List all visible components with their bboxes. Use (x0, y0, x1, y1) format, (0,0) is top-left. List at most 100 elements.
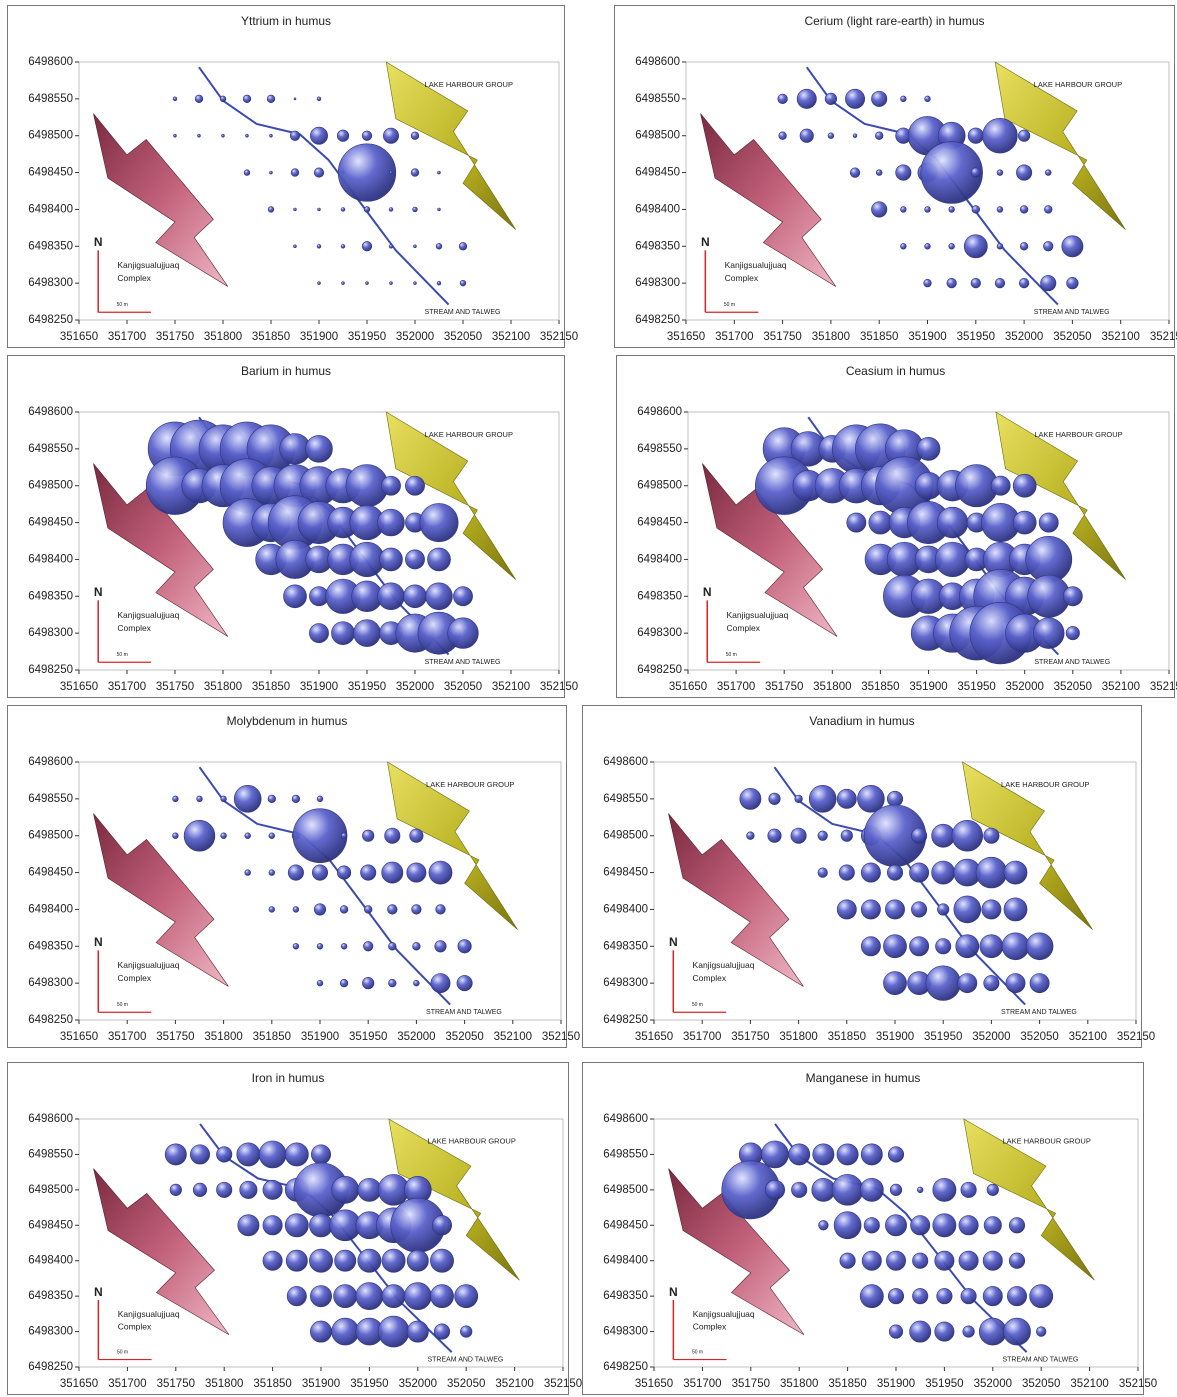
bubble (847, 513, 866, 532)
chart-panel: Ceasium in humus649825064983006498350649… (617, 356, 1177, 698)
x-tick-label: 352100 (1069, 1031, 1107, 1043)
unit-label: Kanjigsualujjuaq (725, 260, 787, 270)
bubble (976, 857, 1007, 888)
y-tick-label: 6498600 (603, 1113, 648, 1125)
y-tick-label: 6498350 (637, 590, 682, 602)
bubble (909, 937, 928, 956)
bubble (964, 235, 987, 258)
y-tick-label: 6498300 (28, 1326, 73, 1338)
x-tick-label: 352050 (1053, 331, 1091, 343)
bubble (1044, 206, 1052, 214)
bubble (430, 1249, 453, 1272)
bubble (1003, 1318, 1030, 1345)
x-tick-label: 351900 (908, 331, 946, 343)
x-tick-label: 351650 (60, 1378, 98, 1390)
bubble (438, 208, 441, 211)
north-label: N (701, 235, 710, 249)
unit-label: Complex (118, 973, 152, 983)
bubble (285, 1214, 308, 1237)
x-tick-label: 351700 (683, 1378, 721, 1390)
bubble (925, 207, 931, 213)
x-tick-label: 351900 (876, 1031, 914, 1043)
figure-sheet: Yttrium in humus649825064983006498350649… (0, 0, 1177, 1397)
x-tick-label: 352000 (397, 1031, 435, 1043)
y-tick-label: 6498600 (635, 56, 680, 68)
x-tick-label: 352150 (540, 331, 578, 343)
bubble (288, 865, 303, 880)
bubble (434, 1324, 449, 1339)
bubble (358, 1178, 381, 1201)
bubble (379, 548, 402, 571)
bubble (888, 1288, 903, 1303)
bubble (294, 208, 297, 211)
x-tick-label: 351900 (302, 1378, 340, 1390)
bubble (174, 134, 177, 137)
bubble (460, 280, 466, 286)
bubble (1067, 277, 1079, 289)
bubble (797, 89, 816, 108)
unit-label: Kanjigsualujjuaq (726, 610, 788, 620)
x-tick-label: 351850 (828, 1031, 866, 1043)
bubble (925, 243, 931, 249)
x-tick-label: 351950 (348, 331, 386, 343)
bubble (887, 865, 902, 880)
bubble (832, 1174, 863, 1205)
bubble (983, 1286, 1002, 1305)
x-tick-label: 352150 (540, 681, 578, 693)
bubble (388, 979, 396, 987)
bubble (911, 1216, 930, 1235)
bubble (871, 202, 886, 217)
y-tick-label: 6498400 (603, 1255, 648, 1267)
bubble (812, 1178, 835, 1201)
bubble (1030, 1285, 1053, 1308)
bubble (789, 1144, 810, 1165)
bubble (388, 942, 396, 950)
x-tick-label: 351850 (252, 331, 290, 343)
y-tick-label: 6498600 (28, 756, 73, 768)
north-label: N (669, 1285, 678, 1299)
bubble (404, 1283, 431, 1310)
bubble (1013, 511, 1036, 534)
bubble (317, 97, 321, 101)
bubble (412, 905, 422, 915)
bubble (240, 1181, 257, 1198)
x-tick-label: 351850 (253, 1031, 291, 1043)
bubble (340, 979, 348, 987)
unit-label: Kanjigsualujjuaq (693, 960, 755, 970)
bubble (1004, 898, 1027, 921)
x-tick-label: 351950 (957, 681, 995, 693)
bubble (387, 905, 397, 915)
bubble (1002, 933, 1029, 960)
x-tick-label: 351750 (156, 1031, 194, 1043)
stream-label: STREAM AND TALWEG (1034, 659, 1110, 666)
x-tick-label: 351750 (156, 681, 194, 693)
bubble (238, 1215, 259, 1236)
y-tick-label: 6498500 (28, 1184, 73, 1196)
y-tick-label: 6498550 (603, 793, 648, 805)
bubble (875, 132, 883, 140)
bubble (306, 435, 333, 462)
x-tick-label: 351650 (60, 331, 98, 343)
bubble (350, 542, 385, 577)
y-tick-label: 6498300 (635, 277, 680, 289)
y-tick-label: 6498600 (603, 756, 648, 768)
bubble (405, 550, 424, 569)
bubble (885, 900, 904, 919)
bubble (427, 548, 450, 571)
bubble (979, 1318, 1006, 1345)
scale-label: 50 m (117, 1349, 128, 1355)
bubble (340, 906, 348, 914)
bubble (269, 833, 275, 839)
bubble (925, 96, 931, 102)
chart-panel: Molybdenum in humus649825064983006498350… (8, 706, 581, 1048)
bubble (968, 128, 983, 143)
bubble (216, 1147, 231, 1162)
x-tick-label: 351750 (156, 331, 194, 343)
bubble (270, 134, 273, 137)
x-tick-label: 351950 (925, 1378, 963, 1390)
y-tick-label: 6498400 (28, 903, 73, 915)
bubble (360, 865, 375, 880)
bubble (980, 935, 1003, 958)
chart-panel: Vanadium in humus64982506498300649835064… (583, 706, 1156, 1048)
bubble (795, 795, 803, 803)
